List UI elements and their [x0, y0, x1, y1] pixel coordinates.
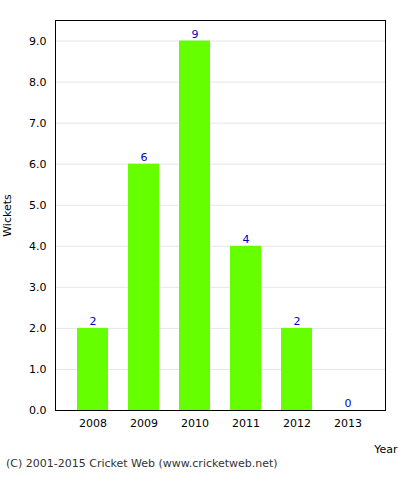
- svg-text:2010: 2010: [181, 417, 209, 430]
- svg-text:0.0: 0.0: [29, 404, 47, 417]
- svg-text:2013: 2013: [334, 417, 362, 430]
- svg-text:4.0: 4.0: [29, 240, 47, 253]
- svg-text:1.0: 1.0: [29, 363, 47, 376]
- svg-text:6.0: 6.0: [29, 158, 47, 171]
- svg-text:2: 2: [294, 315, 301, 328]
- svg-text:9.0: 9.0: [29, 35, 47, 48]
- html-text:(C) 2001-2015 Cricket Web (www: (C) 2001-2015 Cricket Web (www.cricketwe…: [6, 457, 278, 470]
- svg-text:2.0: 2.0: [29, 322, 47, 335]
- svg-text:6: 6: [141, 151, 148, 164]
- svg-text:0: 0: [345, 397, 352, 410]
- svg-text:Wickets: Wickets: [1, 194, 14, 237]
- svg-text:2008: 2008: [79, 417, 107, 430]
- svg-text:2: 2: [90, 315, 97, 328]
- svg-text:5.0: 5.0: [29, 199, 47, 212]
- svg-text:Year: Year: [373, 443, 398, 456]
- svg-text:3.0: 3.0: [29, 281, 47, 294]
- svg-text:2009: 2009: [130, 417, 158, 430]
- svg-text:2012: 2012: [283, 417, 311, 430]
- svg-text:7.0: 7.0: [29, 117, 47, 130]
- svg-text:4: 4: [243, 233, 250, 246]
- svg-text:8.0: 8.0: [29, 76, 47, 89]
- svg-text:9: 9: [192, 28, 199, 41]
- svg-text:2011: 2011: [232, 417, 260, 430]
